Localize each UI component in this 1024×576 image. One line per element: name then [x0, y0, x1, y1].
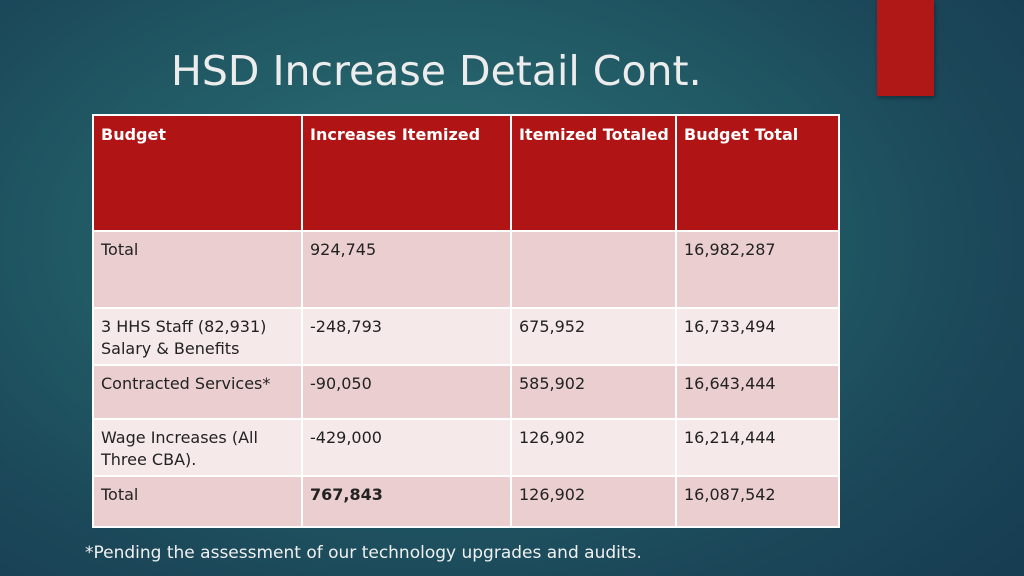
table-header-row: Budget Increases Itemized Itemized Total… — [92, 114, 840, 232]
table-row: Total 924,745 16,982,287 — [92, 230, 840, 309]
cell-budget: Contracted Services* — [92, 364, 303, 420]
header-increases-itemized: Increases Itemized — [301, 114, 512, 232]
table-row: Total 767,843 126,902 16,087,542 — [92, 475, 840, 528]
cell-budget-total: 16,214,444 — [675, 418, 840, 477]
cell-budget: Wage Increases (All Three CBA). — [92, 418, 303, 477]
header-budget: Budget — [92, 114, 303, 232]
cell-budget: 3 HHS Staff (82,931) Salary & Benefits — [92, 307, 303, 366]
cell-budget-total: 16,733,494 — [675, 307, 840, 366]
cell-increases-itemized: -248,793 — [301, 307, 512, 366]
footnote: *Pending the assessment of our technolog… — [85, 543, 642, 563]
budget-table-container: Budget Increases Itemized Itemized Total… — [92, 114, 840, 528]
cell-budget: Total — [92, 475, 303, 528]
cell-itemized-totaled — [510, 230, 677, 309]
accent-bar — [877, 0, 934, 96]
header-budget-total: Budget Total — [675, 114, 840, 232]
cell-increases-itemized: -90,050 — [301, 364, 512, 420]
cell-increases-itemized: 767,843 — [301, 475, 512, 528]
cell-budget: Total — [92, 230, 303, 309]
header-itemized-totaled: Itemized Totaled — [510, 114, 677, 232]
cell-budget-total: 16,982,287 — [675, 230, 840, 309]
cell-budget-total: 16,087,542 — [675, 475, 840, 528]
cell-itemized-totaled: 126,902 — [510, 418, 677, 477]
table-row: 3 HHS Staff (82,931) Salary & Benefits -… — [92, 307, 840, 366]
cell-itemized-totaled: 675,952 — [510, 307, 677, 366]
cell-itemized-totaled: 585,902 — [510, 364, 677, 420]
table-row: Wage Increases (All Three CBA). -429,000… — [92, 418, 840, 477]
budget-table: Budget Increases Itemized Itemized Total… — [92, 114, 840, 528]
cell-increases-itemized: -429,000 — [301, 418, 512, 477]
cell-budget-total: 16,643,444 — [675, 364, 840, 420]
cell-itemized-totaled: 126,902 — [510, 475, 677, 528]
cell-increases-itemized: 924,745 — [301, 230, 512, 309]
slide-title: HSD Increase Detail Cont. — [171, 47, 702, 95]
table-row: Contracted Services* -90,050 585,902 16,… — [92, 364, 840, 420]
